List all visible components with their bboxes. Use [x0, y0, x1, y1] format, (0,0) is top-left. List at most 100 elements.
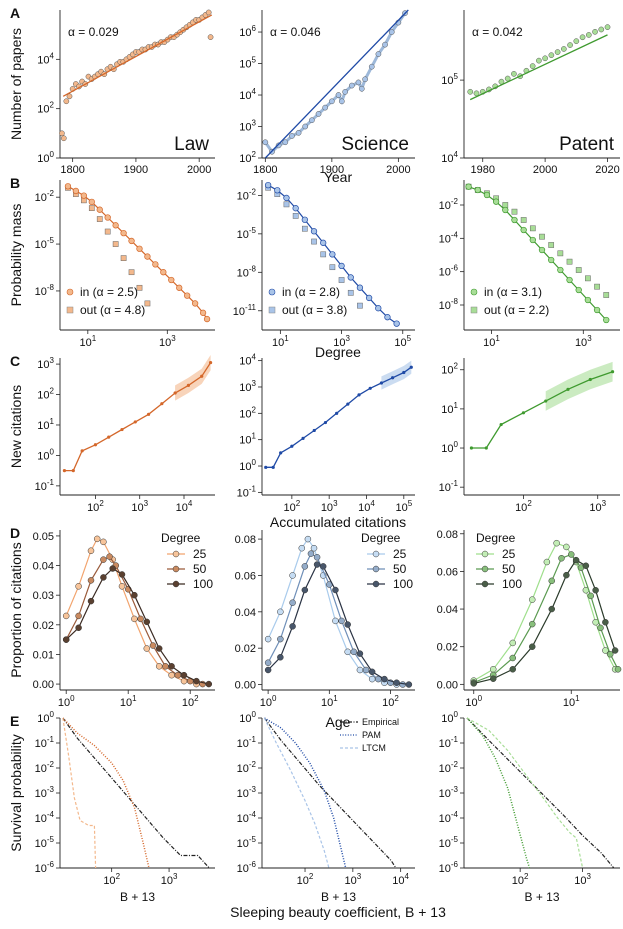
x-tick-label-exp: 4: [405, 872, 410, 881]
out-degree-point: [329, 264, 336, 271]
data-point: [275, 142, 282, 149]
in-degree-point: [474, 186, 481, 194]
data-point-25: [368, 675, 376, 683]
x-tick-label-base: 10: [382, 697, 394, 709]
x-tick-label: 2000: [386, 164, 410, 176]
legend-label-50: 50: [502, 562, 516, 576]
y-tick-label-base: 10: [239, 90, 251, 102]
x-tick-label-base: 10: [159, 337, 171, 349]
data-point-100: [100, 574, 107, 581]
in-degree-point: [64, 183, 72, 190]
y-tick-label-base: 10: [37, 713, 49, 725]
x-tick-label: 102: [382, 694, 399, 709]
data-point: [379, 381, 384, 385]
x-tick-label-exp: 1: [333, 694, 338, 703]
y-tick-label-exp: 4: [252, 87, 257, 96]
x-tick-label-exp: 4: [370, 499, 375, 508]
data-point-25: [529, 596, 536, 603]
x-tick-label-base: 10: [563, 697, 575, 709]
y-tick-label-exp: 3: [252, 119, 257, 128]
row-ylabel-C: New citations: [8, 385, 24, 468]
data-point: [279, 451, 283, 455]
data-point-100: [381, 675, 388, 683]
legend-label-Empirical: Empirical: [362, 717, 399, 727]
data-point-25: [490, 666, 497, 673]
y-tick-label-exp: -5: [451, 835, 459, 844]
x-tick-label: 1900: [320, 164, 344, 176]
data-point: [290, 444, 294, 448]
y-tick-label: 104: [239, 87, 256, 102]
data-point: [598, 26, 605, 33]
data-point: [264, 465, 268, 469]
data-point-25: [509, 639, 516, 647]
data-point-100: [344, 621, 351, 628]
y-tick-label: 0.00: [33, 679, 54, 691]
y-tick-label-exp: 6: [252, 24, 257, 33]
y-tick-label-base: 10: [441, 713, 453, 725]
legend-label-50: 50: [393, 562, 407, 576]
data-point: [469, 446, 474, 450]
in-fit-line: [67, 185, 208, 320]
x-tick-label: 104: [358, 499, 375, 514]
data-point: [573, 38, 580, 45]
y-tick-label: 100: [239, 458, 256, 473]
data-point-100: [87, 597, 95, 605]
data-point-100: [393, 679, 400, 686]
legend-label-LTCM: LTCM: [362, 743, 386, 753]
y-tick-label: 105: [239, 56, 256, 71]
x-tick-label-base: 10: [574, 875, 586, 887]
data-point: [323, 420, 328, 425]
series-Empirical: [466, 717, 615, 869]
y-tick-label-exp: 3: [50, 356, 55, 365]
data-point: [312, 428, 316, 433]
data-point-100: [563, 571, 570, 579]
data-point: [554, 49, 561, 55]
series-PAM: [264, 717, 347, 869]
y-tick-label: 0.01: [33, 649, 54, 661]
legend-label-100: 100: [193, 577, 213, 591]
row-label-E: E: [10, 713, 19, 729]
data-point-50: [587, 592, 594, 600]
data-point-50: [301, 563, 309, 570]
y-tick-label-base: 10: [233, 306, 245, 318]
y-tick-label: 10-3: [237, 785, 257, 800]
y-tick-label-exp: 0: [50, 150, 55, 159]
data-point-50: [607, 650, 614, 658]
data-point: [467, 88, 474, 95]
in-degree-point: [566, 276, 573, 284]
data-point: [548, 52, 555, 59]
y-tick-label-exp: 0: [454, 440, 459, 449]
x-tick-label: 102: [182, 694, 199, 709]
alpha-annotation: α = 0.029: [68, 25, 119, 39]
out-degree-point: [88, 205, 95, 211]
y-tick-label: 0.02: [33, 620, 54, 632]
x-tick-label-base: 10: [176, 502, 188, 514]
x-tick-label-base: 10: [182, 697, 194, 709]
data-point-25: [563, 543, 570, 551]
in-degree-point: [520, 226, 527, 234]
y-tick-label-base: 10: [237, 738, 249, 750]
data-point-100: [109, 565, 116, 572]
y-tick-label: 0.00: [437, 679, 458, 691]
data-point: [342, 89, 349, 95]
y-tick-label-exp: -2: [249, 760, 257, 769]
data-point-25: [332, 617, 339, 625]
y-tick-label-exp: 0: [50, 447, 55, 456]
data-point-50: [100, 556, 107, 563]
y-tick-label-base: 10: [239, 461, 251, 473]
y-tick-label-base: 10: [439, 233, 451, 245]
out-degree-point: [144, 300, 151, 307]
y-tick-label-exp: -4: [249, 810, 257, 819]
y-tick-label-base: 10: [441, 365, 453, 377]
y-tick-label-base: 10: [37, 450, 49, 462]
data-point-50: [313, 554, 321, 561]
data-point-50: [307, 550, 315, 557]
x-tick-label-exp: 5: [408, 499, 413, 508]
data-point-100: [368, 668, 376, 676]
in-degree-point: [492, 198, 500, 205]
panel-xlabel: B + 13: [524, 890, 559, 904]
y-tick-label-exp: 2: [50, 101, 55, 110]
